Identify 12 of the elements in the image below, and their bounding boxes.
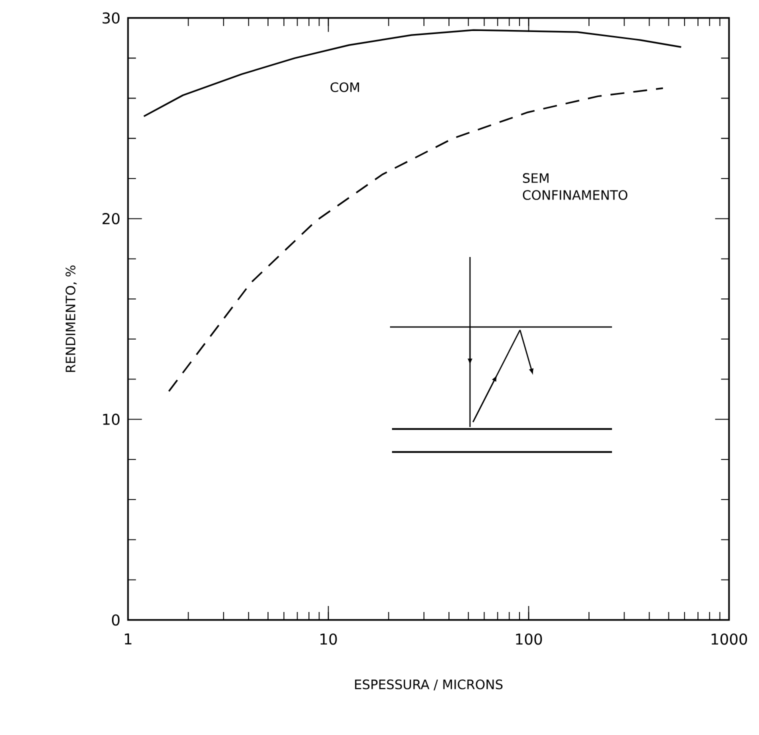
y-tick-label: 30 [102, 12, 120, 24]
y-tick-label: 0 [112, 614, 120, 626]
x-axis-title: ESPESSURA / MICRONS [355, 680, 502, 690]
x-tick-label: 1 [124, 633, 132, 644]
y-tick-label: 20 [102, 212, 120, 224]
x-tick-label: 100 [516, 633, 542, 645]
y-axis-title: RENDIMENTO, % [66, 266, 77, 372]
annotation: COM [330, 82, 359, 92]
y-tick-label: 10 [103, 414, 120, 425]
x-tick-label: 10 [320, 633, 337, 645]
annotation: SEM CONFINAMENTO [522, 173, 628, 200]
x-tick-label: 1000 [712, 633, 748, 645]
